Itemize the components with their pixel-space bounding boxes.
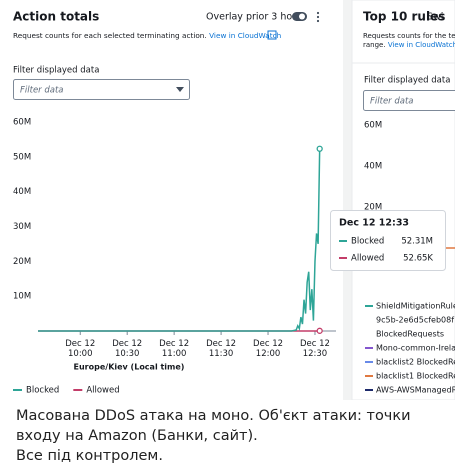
y-tick-label: 60M (13, 118, 31, 128)
series-line (38, 148, 321, 332)
legend-label: ShieldMitigationRule (376, 302, 455, 311)
x-tick-time: 10:30 (115, 349, 140, 359)
x-tick-time: 12:30 (303, 349, 328, 359)
y-tick-label: 10M (13, 292, 31, 302)
legend-label: BlockedRequests (376, 330, 444, 339)
x-axis-label: Europe/Kiev (Local time) (74, 363, 185, 372)
x-tick-time: 10:00 (68, 349, 93, 359)
menu-icon[interactable] (316, 11, 320, 23)
x-tick-label: Dec 12 12:30 (300, 339, 330, 359)
cloudwatch-link[interactable]: View in CloudWatch (209, 31, 281, 40)
filter-select[interactable] (363, 90, 455, 111)
overlay-label[interactable]: Overlay prior 3 hours (206, 12, 307, 23)
y-tick-label: 60M (364, 121, 382, 131)
caption-line: Масована DDoS атака на моно. Об'єкт атак… (16, 408, 411, 424)
filter-select[interactable] (13, 79, 190, 100)
tooltip: Dec 12 12:33 Blocked 52.31M Allowed 52.65K (330, 210, 446, 271)
x-tick-label: Dec 12 11:30 (206, 339, 236, 359)
legend-label: Blocked (26, 386, 59, 396)
x-tick-date: Dec 12 (65, 339, 95, 349)
caption: Масована DDoS атака на моно. Об'єкт атак… (16, 406, 411, 466)
subtitle-text: Request counts for each selected termina… (13, 31, 207, 40)
x-tick-time: 12:00 (256, 349, 281, 359)
filter-placeholder: Filter data (370, 97, 414, 107)
x-tick-time: 11:30 (209, 349, 234, 359)
x-tick-label: Dec 12 11:00 (159, 339, 189, 359)
legend-label: blacklist2 BlockedRe (376, 358, 455, 367)
tooltip-name: Allowed (351, 254, 384, 264)
dropdown-arrow (176, 87, 184, 92)
toggle-knob (299, 13, 305, 20)
y-tick-label: 50M (13, 152, 31, 162)
tooltip-name: Blocked (351, 237, 384, 247)
left-panel (0, 0, 343, 400)
x-tick-date: Dec 12 (253, 339, 283, 349)
x-tick-label: Dec 12 10:00 (65, 339, 95, 359)
legend-label: 9c5b-2e6d5cfeb08f (376, 316, 454, 325)
filter-label: Filter displayed data (13, 66, 99, 76)
panel-title-extra: Swi (427, 12, 443, 23)
legend-label: AWS-AWSManagedR (376, 386, 455, 395)
legend-label: Mono-common-Irela (376, 344, 455, 353)
panel-subtitle: Request counts for each selected termina… (13, 31, 281, 40)
cloudwatch-link[interactable]: View in CloudWatch (388, 41, 455, 49)
x-tick-date: Dec 12 (206, 339, 236, 349)
y-tick-label: 20M (364, 203, 382, 213)
caption-line: Все під контролем. (16, 448, 163, 464)
subtitle-text: range. (363, 41, 386, 49)
y-tick-label: 30M (13, 222, 31, 232)
legend-label: blacklist1 BlockedRe (376, 372, 455, 381)
tooltip-value: 52.65K (403, 254, 433, 264)
tooltip-title: Dec 12 12:33 (339, 218, 409, 229)
y-tick-label: 40M (13, 187, 31, 197)
panel-subtitle: Requests counts for the te (363, 32, 455, 40)
panel-subtitle: range. View in CloudWatch (363, 41, 455, 49)
x-tick-date: Dec 12 (300, 339, 330, 349)
x-tick-date: Dec 12 (159, 339, 189, 349)
x-tick-time: 11:00 (162, 349, 187, 359)
dashboard: Action totals Overlay prior 3 hours Requ… (0, 0, 455, 400)
x-tick-date: Dec 12 (112, 339, 142, 349)
external-icon (267, 30, 277, 40)
tooltip-box (330, 210, 446, 271)
x-tick-label: Dec 12 10:30 (112, 339, 142, 359)
point-marker (316, 145, 323, 152)
caption-line: входу на Amazon (Банки, сайт). (16, 428, 258, 444)
x-tick-label: Dec 12 12:00 (253, 339, 283, 359)
right-panel (351, 0, 455, 400)
filter-label: Filter displayed data (364, 76, 450, 86)
panel-title: Action totals (13, 10, 99, 24)
point-marker (316, 327, 323, 334)
legend-label: Allowed (86, 386, 119, 396)
y-tick-label: 40M (364, 162, 382, 172)
y-tick-label: 20M (13, 257, 31, 267)
panel-title: Top 10 rules (363, 10, 445, 24)
tooltip-value: 52.31M (401, 237, 433, 247)
filter-placeholder: Filter data (20, 86, 64, 96)
